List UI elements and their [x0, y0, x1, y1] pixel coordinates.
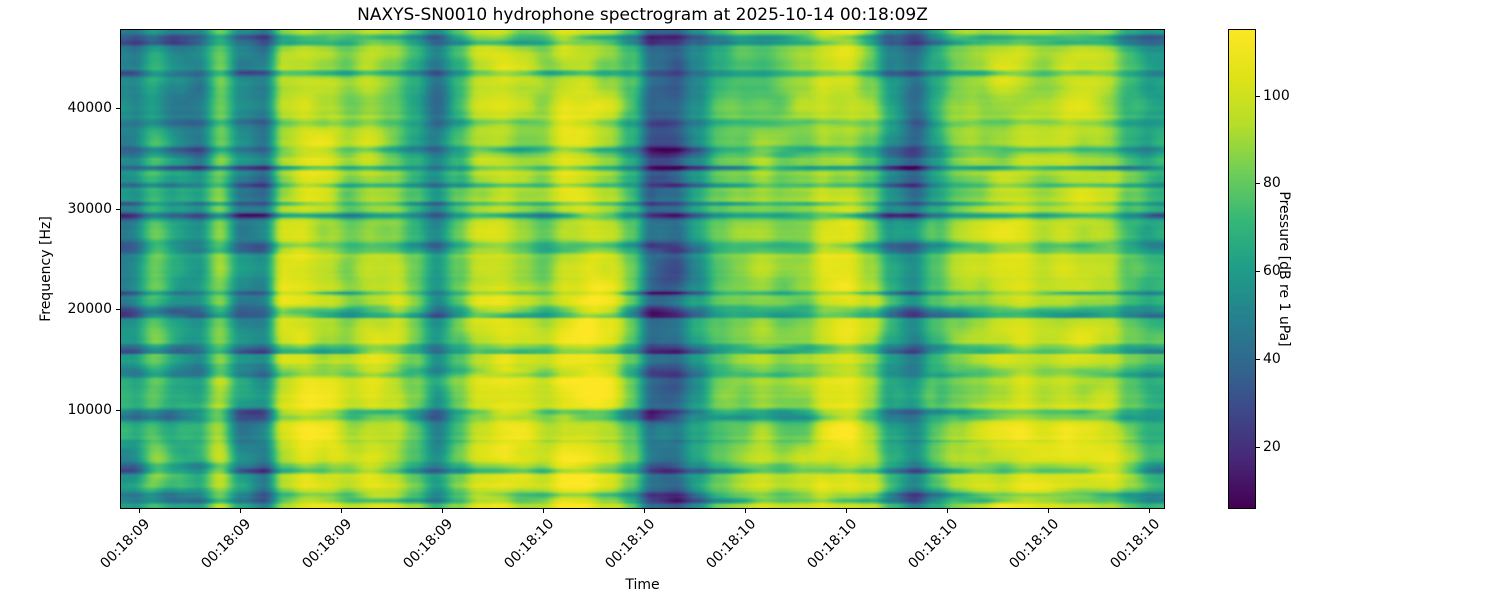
x-tick-label: 00:18:09 — [198, 516, 255, 572]
colorbar-tick-label: 80 — [1263, 175, 1281, 191]
colorbar-tick-label: 40 — [1263, 351, 1281, 367]
x-tick-mark — [1149, 509, 1150, 513]
y-tick-mark — [116, 209, 120, 210]
colorbar-tick-mark — [1256, 96, 1260, 97]
colorbar-tick-mark — [1256, 183, 1260, 184]
colorbar-tick-mark — [1256, 359, 1260, 360]
x-tick-label: 00:18:09 — [400, 516, 457, 572]
x-tick-label: 00:18:10 — [1107, 516, 1164, 572]
x-tick-mark — [644, 509, 645, 513]
x-tick-mark — [139, 509, 140, 513]
x-tick-mark — [341, 509, 342, 513]
colorbar — [1228, 29, 1256, 509]
y-tick-mark — [116, 309, 120, 310]
x-tick-mark — [240, 509, 241, 513]
x-axis-label: Time — [625, 577, 660, 593]
x-tick-mark — [846, 509, 847, 513]
x-tick-label: 00:18:09 — [97, 516, 154, 572]
y-tick-label: 40000 — [67, 100, 112, 116]
colorbar-tick-mark — [1256, 447, 1260, 448]
colorbar-tick-label: 100 — [1263, 88, 1290, 104]
colorbar-gradient — [1229, 30, 1255, 508]
chart-title: NAXYS-SN0010 hydrophone spectrogram at 2… — [357, 5, 928, 25]
x-tick-mark — [745, 509, 746, 513]
colorbar-label: Pressure [dB re 1 uPa] — [1276, 191, 1292, 347]
x-tick-label: 00:18:10 — [804, 516, 861, 572]
y-tick-label: 20000 — [67, 301, 112, 317]
colorbar-tick-mark — [1256, 271, 1260, 272]
y-tick-mark — [116, 410, 120, 411]
x-tick-label: 00:18:10 — [602, 516, 659, 572]
x-tick-label: 00:18:09 — [299, 516, 356, 572]
x-tick-mark — [947, 509, 948, 513]
x-tick-label: 00:18:10 — [703, 516, 760, 572]
x-tick-label: 00:18:10 — [905, 516, 962, 572]
spectrogram-heatmap — [121, 30, 1164, 508]
y-tick-mark — [116, 108, 120, 109]
y-tick-label: 10000 — [67, 402, 112, 418]
x-tick-mark — [543, 509, 544, 513]
colorbar-tick-label: 20 — [1263, 439, 1281, 455]
colorbar-tick-label: 60 — [1263, 263, 1281, 279]
x-tick-label: 00:18:10 — [501, 516, 558, 572]
y-tick-label: 30000 — [67, 201, 112, 217]
x-tick-mark — [442, 509, 443, 513]
x-tick-label: 00:18:10 — [1006, 516, 1063, 572]
plot-area — [120, 29, 1165, 509]
x-tick-mark — [1048, 509, 1049, 513]
